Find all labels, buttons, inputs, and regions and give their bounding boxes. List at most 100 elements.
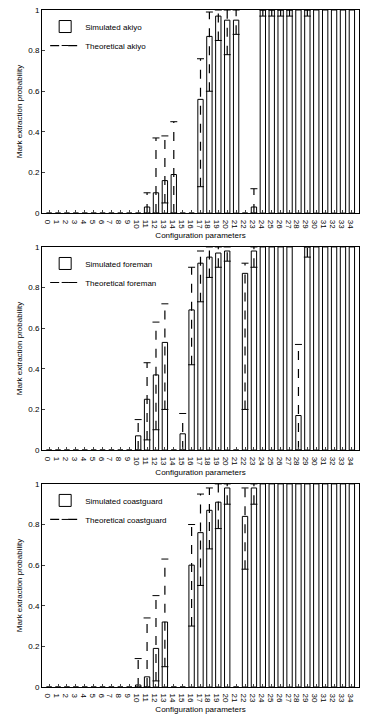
svg-text:29: 29 bbox=[301, 694, 310, 703]
svg-text:31: 31 bbox=[319, 457, 328, 466]
svg-text:5: 5 bbox=[88, 694, 97, 699]
svg-text:4: 4 bbox=[79, 220, 88, 225]
svg-text:25: 25 bbox=[266, 220, 275, 229]
svg-text:34: 34 bbox=[346, 220, 355, 229]
svg-text:6: 6 bbox=[97, 694, 106, 699]
svg-text:1: 1 bbox=[35, 480, 40, 489]
svg-text:19: 19 bbox=[212, 457, 221, 466]
svg-text:21: 21 bbox=[230, 457, 239, 466]
svg-text:18: 18 bbox=[203, 694, 212, 703]
svg-text:0.6: 0.6 bbox=[28, 87, 40, 96]
svg-text:27: 27 bbox=[284, 220, 293, 229]
svg-text:Mark extraction probability: Mark extraction probability bbox=[15, 65, 24, 158]
svg-text:0.4: 0.4 bbox=[28, 128, 40, 137]
svg-text:27: 27 bbox=[284, 457, 293, 466]
svg-text:13: 13 bbox=[159, 457, 168, 466]
svg-text:19: 19 bbox=[212, 220, 221, 229]
svg-text:16: 16 bbox=[186, 694, 195, 703]
svg-text:15: 15 bbox=[177, 694, 186, 703]
svg-text:26: 26 bbox=[275, 694, 284, 703]
svg-text:0.8: 0.8 bbox=[28, 520, 40, 529]
svg-text:0: 0 bbox=[43, 694, 52, 699]
svg-text:0: 0 bbox=[43, 457, 52, 462]
svg-text:Simulated foreman: Simulated foreman bbox=[85, 260, 152, 269]
svg-text:22: 22 bbox=[239, 457, 248, 466]
svg-text:11: 11 bbox=[141, 457, 150, 466]
svg-text:18: 18 bbox=[203, 220, 212, 229]
svg-text:12: 12 bbox=[150, 694, 159, 703]
svg-text:26: 26 bbox=[275, 220, 284, 229]
svg-text:2: 2 bbox=[61, 220, 70, 225]
svg-text:7: 7 bbox=[105, 694, 114, 699]
svg-text:17: 17 bbox=[195, 694, 204, 703]
svg-text:6: 6 bbox=[97, 457, 106, 462]
svg-text:21: 21 bbox=[230, 694, 239, 703]
svg-text:20: 20 bbox=[221, 220, 230, 229]
svg-text:9: 9 bbox=[123, 457, 132, 462]
svg-text:Configuration parameters: Configuration parameters bbox=[155, 705, 245, 714]
svg-text:20: 20 bbox=[221, 457, 230, 466]
svg-text:Configuration parameters: Configuration parameters bbox=[155, 231, 245, 240]
svg-text:Theoretical foreman: Theoretical foreman bbox=[85, 279, 156, 288]
svg-text:0.2: 0.2 bbox=[28, 405, 40, 414]
svg-text:25: 25 bbox=[266, 694, 275, 703]
svg-text:32: 32 bbox=[328, 694, 337, 703]
svg-text:4: 4 bbox=[79, 457, 88, 462]
svg-text:Simulated coastguard: Simulated coastguard bbox=[85, 497, 162, 506]
svg-text:0.4: 0.4 bbox=[28, 602, 40, 611]
svg-text:0: 0 bbox=[35, 446, 40, 455]
svg-text:9: 9 bbox=[123, 694, 132, 699]
svg-text:17: 17 bbox=[195, 220, 204, 229]
svg-text:0.6: 0.6 bbox=[28, 324, 40, 333]
svg-text:28: 28 bbox=[292, 457, 301, 466]
svg-text:34: 34 bbox=[346, 694, 355, 703]
svg-text:14: 14 bbox=[168, 457, 177, 466]
svg-text:34: 34 bbox=[346, 457, 355, 466]
svg-text:3: 3 bbox=[70, 220, 79, 225]
svg-text:32: 32 bbox=[328, 457, 337, 466]
svg-text:12: 12 bbox=[150, 220, 159, 229]
svg-text:33: 33 bbox=[337, 457, 346, 466]
svg-text:Simulated akiyo: Simulated akiyo bbox=[85, 23, 142, 32]
svg-text:Mark extraction probability: Mark extraction probability bbox=[15, 539, 24, 632]
svg-text:0.8: 0.8 bbox=[28, 46, 40, 55]
svg-text:22: 22 bbox=[239, 220, 248, 229]
svg-text:Mark extraction probability: Mark extraction probability bbox=[15, 302, 24, 395]
svg-text:7: 7 bbox=[105, 457, 114, 462]
svg-text:28: 28 bbox=[292, 694, 301, 703]
svg-text:1: 1 bbox=[52, 457, 61, 462]
svg-text:15: 15 bbox=[177, 457, 186, 466]
svg-text:24: 24 bbox=[257, 694, 266, 703]
svg-text:32: 32 bbox=[328, 220, 337, 229]
svg-text:21: 21 bbox=[230, 220, 239, 229]
svg-text:29: 29 bbox=[301, 457, 310, 466]
svg-text:11: 11 bbox=[141, 220, 150, 229]
svg-text:11: 11 bbox=[141, 694, 150, 703]
svg-text:Theoretical coastguard: Theoretical coastguard bbox=[85, 516, 166, 525]
svg-text:28: 28 bbox=[292, 220, 301, 229]
svg-text:13: 13 bbox=[159, 694, 168, 703]
svg-text:14: 14 bbox=[168, 694, 177, 703]
svg-text:19: 19 bbox=[212, 694, 221, 703]
svg-text:23: 23 bbox=[248, 220, 257, 229]
svg-text:10: 10 bbox=[132, 220, 141, 229]
svg-text:22: 22 bbox=[239, 694, 248, 703]
svg-text:10: 10 bbox=[132, 694, 141, 703]
svg-text:0.4: 0.4 bbox=[28, 365, 40, 374]
svg-text:33: 33 bbox=[337, 220, 346, 229]
svg-text:4: 4 bbox=[79, 694, 88, 699]
svg-text:23: 23 bbox=[248, 694, 257, 703]
svg-text:15: 15 bbox=[177, 220, 186, 229]
svg-text:12: 12 bbox=[150, 457, 159, 466]
svg-text:17: 17 bbox=[195, 457, 204, 466]
svg-text:20: 20 bbox=[221, 694, 230, 703]
svg-text:29: 29 bbox=[301, 220, 310, 229]
svg-text:5: 5 bbox=[88, 220, 97, 225]
svg-text:30: 30 bbox=[310, 220, 319, 229]
svg-text:1: 1 bbox=[52, 694, 61, 699]
svg-text:0.2: 0.2 bbox=[28, 642, 40, 651]
svg-text:30: 30 bbox=[310, 694, 319, 703]
svg-text:8: 8 bbox=[114, 694, 123, 699]
svg-text:13: 13 bbox=[159, 220, 168, 229]
svg-text:6: 6 bbox=[97, 220, 106, 225]
